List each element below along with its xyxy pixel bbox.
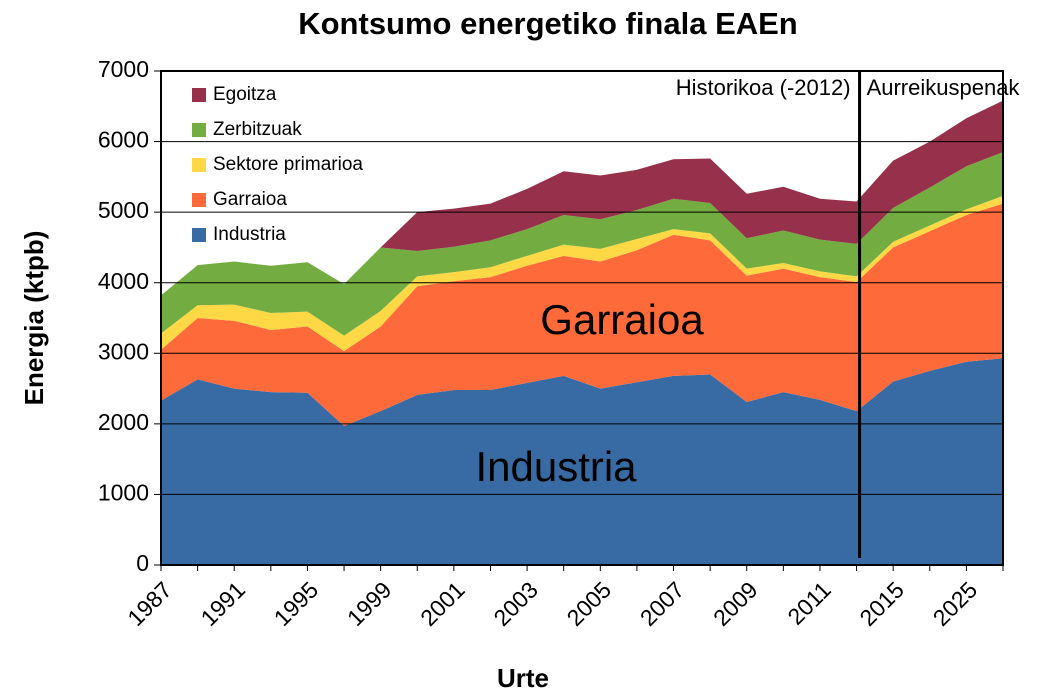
x-tick-label: 2025 xyxy=(928,576,983,631)
legend-label: Garraioa xyxy=(213,189,287,210)
plot-frame xyxy=(160,70,1004,566)
annotation: Historikoa (-2012) xyxy=(676,75,851,100)
area xyxy=(161,203,1003,426)
legend-label: Egoitza xyxy=(213,84,277,105)
y-tick-label: 4000 xyxy=(98,268,149,294)
x-tick-label: 2015 xyxy=(854,576,909,631)
x-tick-label: 2001 xyxy=(415,576,470,631)
y-tick-label: 2000 xyxy=(98,409,149,435)
x-tick-label: 2011 xyxy=(782,576,835,629)
x-tick-label: 1991 xyxy=(195,576,250,631)
legend-label: Zerbitzuak xyxy=(213,119,302,140)
area xyxy=(161,100,1003,296)
x-tick-label: 2007 xyxy=(635,576,690,631)
annotation: Aurreikuspenak xyxy=(867,75,1021,100)
y-tick-label: 5000 xyxy=(98,197,149,223)
y-tick-label: 0 xyxy=(136,550,149,576)
x-tick-label: 2003 xyxy=(488,576,543,631)
x-axis-label: Urte xyxy=(497,663,549,693)
y-tick-label: 6000 xyxy=(98,127,149,153)
x-tick-label: 2009 xyxy=(708,576,763,631)
legend-swatch xyxy=(192,193,206,207)
area xyxy=(161,195,1003,352)
legend-swatch xyxy=(192,123,206,137)
y-tick-label: 3000 xyxy=(98,338,149,364)
x-tick-label: 1999 xyxy=(342,576,397,631)
y-tick-label: 7000 xyxy=(98,56,149,82)
x-tick-label: 1995 xyxy=(269,576,324,631)
area xyxy=(161,152,1003,336)
annotation: Industria xyxy=(475,443,637,490)
y-axis-label: Energia (ktpb) xyxy=(19,231,49,406)
legend-swatch xyxy=(192,158,206,172)
x-tick-label: 1987 xyxy=(122,576,177,631)
legend-label: Sektore primarioa xyxy=(213,154,363,175)
legend-swatch xyxy=(192,88,206,102)
annotation: Garraioa xyxy=(540,296,704,343)
x-tick-label: 2005 xyxy=(562,576,617,631)
legend-swatch xyxy=(192,228,206,242)
y-tick-label: 1000 xyxy=(98,480,149,506)
legend-label: Industria xyxy=(213,224,286,245)
chart-title: Kontsumo energetiko finala EAEn xyxy=(298,6,798,41)
legend: Industria Garraioa Sektore primarioa Zerbit… xyxy=(192,84,363,245)
area xyxy=(161,358,1003,565)
